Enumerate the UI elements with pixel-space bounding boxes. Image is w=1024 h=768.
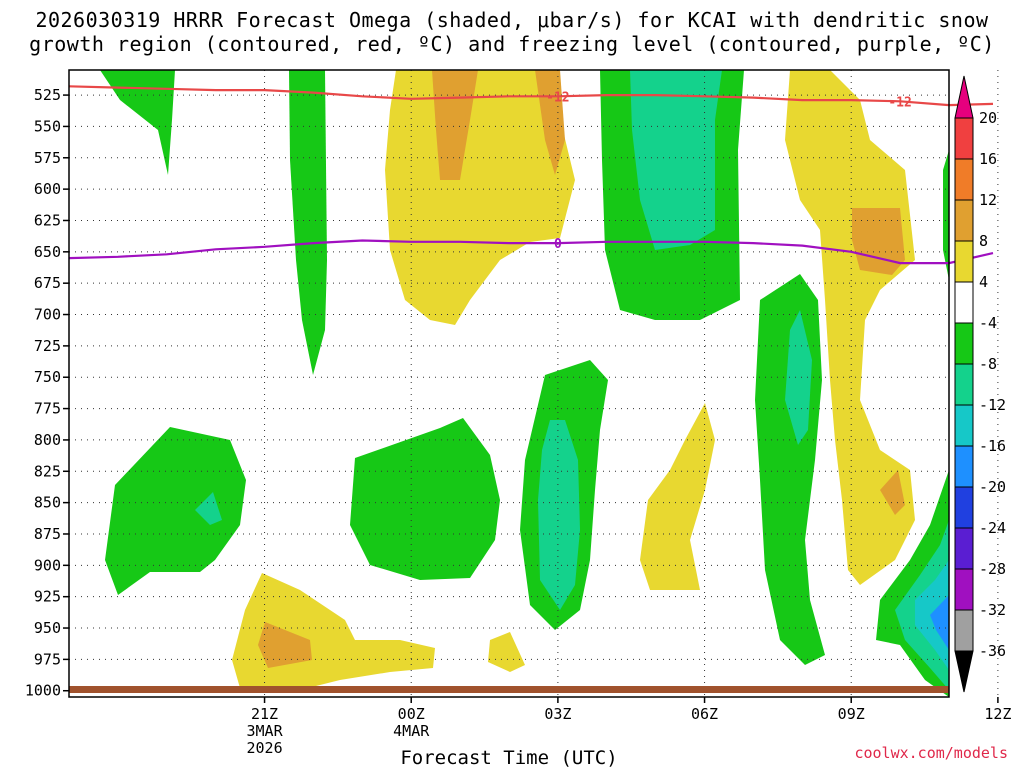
omega-region-teal-lower-mid (538, 420, 580, 610)
colorbar-label--36: -36 (979, 642, 1006, 660)
omega-region-orange-right (852, 208, 905, 275)
y-tick-label-650: 650 (34, 243, 61, 261)
colorbar-bin-9 (954, 445, 974, 488)
x-tick-sublabel-4MAR: 4MAR (393, 722, 430, 740)
colorbar-label-12: 12 (979, 191, 997, 209)
y-tick-label-525: 525 (34, 86, 61, 104)
colorbar-label-16: 16 (979, 150, 997, 168)
x-tick-label-06Z: 06Z (691, 705, 718, 723)
y-axis: 525 550 575 600 625 650 675 700 725 750 775 800 825 8… (25, 86, 69, 700)
omega-region-green-left-lower (105, 427, 246, 595)
omega-region-orange-right-low (880, 470, 905, 515)
contours: -12 -12 0 (68, 85, 994, 265)
omega-region-teal-upper-mid (630, 70, 722, 250)
colorbar-bin-5 (954, 281, 974, 324)
y-tick-label-950: 950 (34, 619, 61, 637)
chart-title-line-1: 2026030319 HRRR Forecast Omega (shaded, … (35, 8, 989, 32)
contour-label-freezing-level-6: 0 (554, 237, 562, 252)
colorbar: 20 16 12 8 4 -4 -8 -12 -16 -20 -24 -28 -32 -36 (954, 75, 1006, 693)
omega-region-blue-bottom-right (930, 595, 949, 650)
x-axis-title: Forecast Time (UTC) (400, 747, 617, 768)
y-tick-label-575: 575 (34, 149, 61, 167)
x-tick-sublabel-3MAR: 3MAR (246, 722, 283, 740)
omega-region-green-mid (350, 418, 500, 580)
y-tick-label-975: 975 (34, 650, 61, 668)
colorbar-bin-1 (954, 117, 974, 160)
omega-region-yellow-right (785, 70, 915, 585)
contour-label-dendritic-growth-region-6: -12 (546, 90, 569, 105)
omega-region-green-right-edge (943, 150, 949, 280)
y-tick-label-725: 725 (34, 337, 61, 355)
colorbar-bin-7 (954, 363, 974, 406)
omega-region-yellow-lower-small (488, 632, 525, 672)
colorbar-bin-2 (954, 158, 974, 201)
y-tick-label-550: 550 (34, 117, 61, 135)
omega-region-yellow-mid-right (640, 403, 715, 590)
y-tick-label-900: 900 (34, 556, 61, 574)
y-tick-label-800: 800 (34, 431, 61, 449)
y-tick-label-825: 825 (34, 462, 61, 480)
y-tick-label-925: 925 (34, 588, 61, 606)
colorbar-bin-top (954, 75, 974, 119)
x-tick-sublabel-2026: 2026 (246, 739, 282, 757)
colorbar-label-4: 4 (979, 273, 988, 291)
colorbar-label--32: -32 (979, 601, 1006, 619)
omega-region-green-column (289, 70, 327, 375)
colorbar-bin-3 (954, 199, 974, 242)
grid-lines (69, 70, 999, 697)
credit-text: coolwx.com/models (854, 744, 1008, 762)
x-tick-label-03Z: 03Z (544, 705, 571, 723)
omega-region-teal-left-lower (195, 492, 222, 525)
colorbar-label--20: -20 (979, 478, 1006, 496)
y-tick-label-700: 700 (34, 306, 61, 324)
colorbar-label-8: 8 (979, 232, 988, 250)
omega-region-green-upper-left (100, 70, 175, 175)
colorbar-label--4: -4 (979, 314, 997, 332)
y-tick-label-850: 850 (34, 494, 61, 512)
colorbar-label--16: -16 (979, 437, 1006, 455)
colorbar-bin-10 (954, 486, 974, 529)
y-tick-label-1000: 1000 (25, 682, 61, 700)
colorbar-label--28: -28 (979, 560, 1006, 578)
colorbar-bin-12 (954, 568, 974, 611)
omega-region-teal-right (785, 310, 812, 445)
x-tick-label-12Z: 12Z (984, 705, 1011, 723)
y-tick-label-750: 750 (34, 368, 61, 386)
x-tick-label-00Z: 00Z (398, 705, 425, 723)
y-tick-label-775: 775 (34, 400, 61, 418)
contour-line-dendritic-growth-region (68, 85, 994, 107)
colorbar-bin-8 (954, 404, 974, 447)
y-tick-label-600: 600 (34, 180, 61, 198)
colorbar-label--12: -12 (979, 396, 1006, 414)
y-tick-label-675: 675 (34, 274, 61, 292)
y-tick-label-625: 625 (34, 211, 61, 229)
omega-region-orange-lower-left (258, 622, 312, 668)
x-tick-label-09Z: 09Z (838, 705, 865, 723)
colorbar-label-20: 20 (979, 109, 997, 127)
colorbar-label--24: -24 (979, 519, 1006, 537)
colorbar-bin-13 (954, 609, 974, 652)
colorbar-label--8: -8 (979, 355, 997, 373)
contour-line-freezing-level (68, 239, 994, 265)
omega-region-yellow-upper (385, 70, 575, 325)
x-tick-label-21Z: 21Z (251, 705, 278, 723)
colorbar-bin-6 (954, 322, 974, 365)
surface-band (69, 686, 949, 693)
chart-title-line-2: growth region (contoured, red, ºC) and f… (29, 32, 995, 56)
plot-frame (68, 69, 950, 698)
colorbar-bin-4 (954, 240, 974, 283)
colorbar-bin-11 (954, 527, 974, 570)
y-tick-label-875: 875 (34, 525, 61, 543)
colorbar-bin-bottom (954, 650, 974, 693)
contour-label-dendritic-growth-region-13: -12 (888, 95, 911, 110)
